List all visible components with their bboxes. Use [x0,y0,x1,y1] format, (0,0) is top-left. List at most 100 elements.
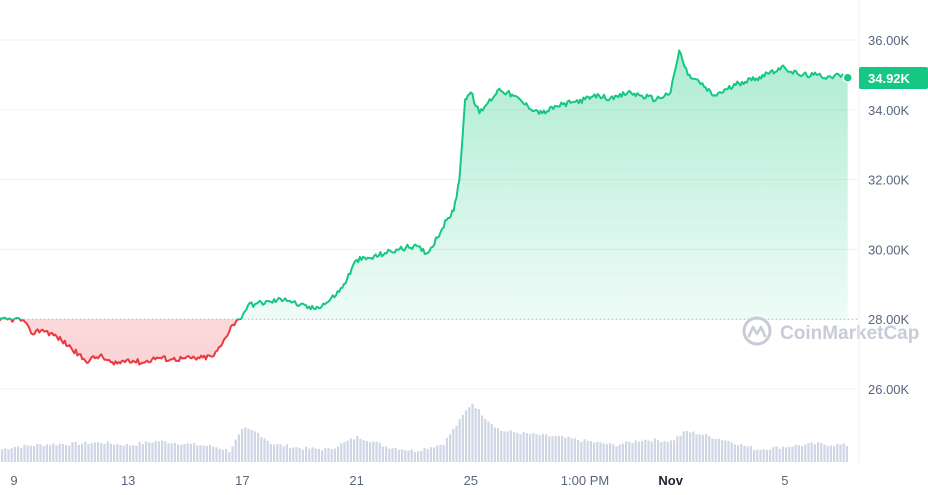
volume-bar [225,449,228,462]
volume-bar [516,432,519,462]
volume-bar [263,438,266,462]
volume-bar [621,443,624,462]
volume-bar [58,443,61,462]
volume-bar [810,442,813,462]
y-tick-label: 34.00K [868,103,910,118]
volume-bar [413,452,416,462]
volume-bar [231,446,234,462]
volume-bar [509,430,512,462]
volume-bar [141,444,144,462]
volume-bar [753,449,756,462]
volume-bar [385,446,388,462]
volume-bar [26,445,29,462]
volume-bar [148,442,151,462]
x-tick-label: 9 [10,473,17,488]
volume-bar [458,418,461,462]
volume-bar [721,440,724,462]
volume-bar [221,449,224,462]
volume-bar [333,448,336,462]
coinmarketcap-logo-icon [742,316,772,346]
volume-bar [317,449,320,462]
current-price-dot [842,72,853,83]
current-price-badge: 34.92K [842,67,928,89]
price-line-up [0,49,849,320]
price-badge-label: 34.92K [868,71,911,86]
volume-bar [17,446,20,462]
volume-bar [833,445,836,462]
volume-bar [791,446,794,462]
volume-bar [241,428,244,462]
volume-bar [20,447,23,462]
volume-bar [135,445,138,462]
volume-bar [660,442,663,462]
volume-bar [471,403,474,462]
volume-bar [7,449,10,462]
volume-bar [778,448,781,462]
volume-bar [33,445,36,462]
volume-bar [84,441,87,462]
volume-bar [842,443,845,462]
volume-bar [605,444,608,462]
volume-bar [311,447,314,462]
volume-bar [666,441,669,462]
volume-bar [52,443,55,462]
volume-bar [180,444,183,462]
volume-bar [269,443,272,462]
volume-bar [429,447,432,462]
volume-bar [90,443,93,462]
volume-bar [573,438,576,462]
volume-bar [209,444,212,462]
volume-bar [801,445,804,462]
x-tick-label: 5 [781,473,788,488]
volume-bar [583,439,586,462]
y-tick-label: 32.00K [868,173,910,188]
volume-bar [743,445,746,462]
volume-bar [804,444,807,462]
volume-bar [548,436,551,462]
volume-bar [679,435,682,462]
volume-bar [77,444,80,462]
price-badge-bg [859,67,928,89]
volume-bar [551,436,554,462]
volume-bar [500,430,503,462]
volume-bar [765,450,768,462]
volume-bar [634,440,637,462]
volume-bar [493,427,496,462]
volume-bar [314,448,317,462]
volume-bar [132,445,135,462]
volume-bar [343,441,346,462]
volume-bar [756,449,759,462]
volume-bar [631,442,634,462]
volume-bar [273,444,276,462]
volume-bar [4,448,7,462]
volume-bar [125,444,128,462]
volume-bar [618,444,621,462]
volume-bar [100,443,103,462]
volume-bar [525,433,528,462]
volume-bar [337,446,340,462]
volume-bar [119,444,122,462]
volume-bar [839,444,842,462]
volume-bar [797,445,800,462]
volume-bar [218,448,221,462]
volume-bar [474,408,477,462]
volume-bar [39,444,42,462]
volume-bar [1,449,4,462]
volume-bar [109,443,112,462]
volume-bar [401,449,404,462]
volume-bar [205,446,208,462]
volume-bar [503,431,506,462]
volume-bar [340,443,343,462]
volume-bar [692,431,695,462]
volume-bar [122,445,125,462]
volume-bar [535,434,538,462]
volume-bar [154,440,157,462]
volume-bar [698,434,701,462]
volume-bar [461,414,464,462]
volume-bar [189,443,192,462]
volume-bar [151,442,154,462]
volume-bar [308,448,311,462]
volume-bar [669,440,672,462]
volume-bar [49,445,52,462]
y-tick-label: 28.00K [868,312,910,327]
